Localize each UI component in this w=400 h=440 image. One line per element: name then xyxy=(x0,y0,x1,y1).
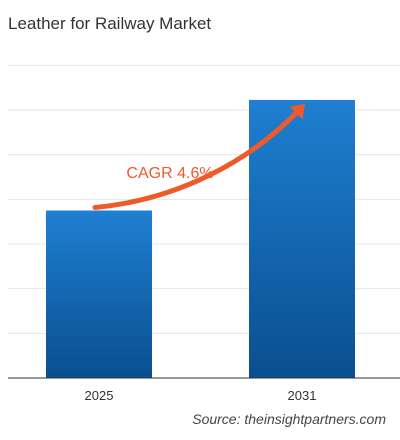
growth-arrow-curve xyxy=(92,110,299,210)
x-tick-label-2025: 2025 xyxy=(85,388,114,403)
chart-title: Leather for Railway Market xyxy=(8,14,212,33)
source-caption: Source: theinsightpartners.com xyxy=(192,411,386,427)
bars xyxy=(46,99,355,378)
bar-2031 xyxy=(249,99,355,378)
growth-arrow-head xyxy=(289,103,306,120)
bar-2025 xyxy=(46,210,152,378)
growth-arrow xyxy=(92,103,306,210)
cagr-annotation: CAGR 4.6% xyxy=(126,165,213,182)
x-tick-labels: 2025 2031 xyxy=(85,388,317,403)
x-tick-label-2031: 2031 xyxy=(288,388,317,403)
